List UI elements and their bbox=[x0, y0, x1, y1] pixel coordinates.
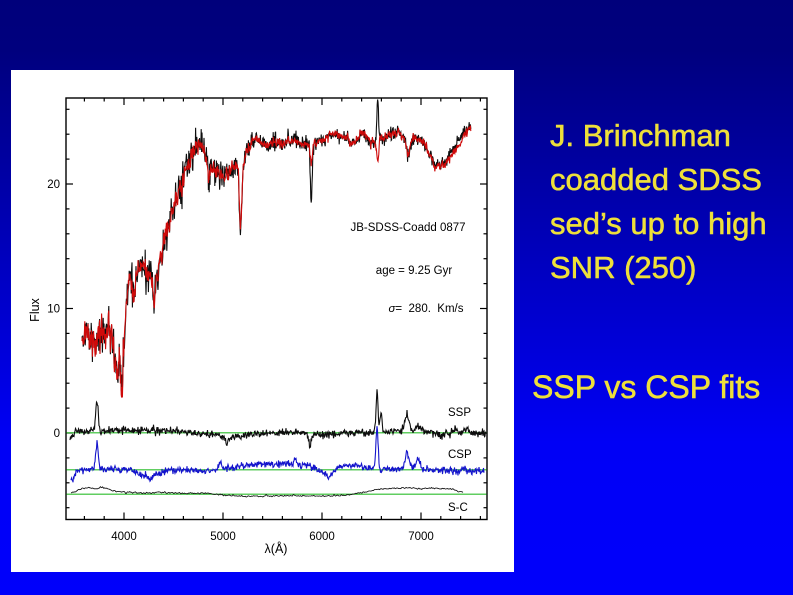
svg-text:10: 10 bbox=[47, 304, 60, 316]
svg-text:σ= 280. Km/s: σ= 280. Km/s bbox=[388, 303, 463, 315]
svg-text:age = 9.25 Gyr: age = 9.25 Gyr bbox=[376, 265, 453, 277]
svg-text:20: 20 bbox=[47, 179, 60, 191]
svg-text:0: 0 bbox=[54, 428, 60, 440]
svg-text:JB-SDSS-Coadd 0877: JB-SDSS-Coadd 0877 bbox=[350, 222, 465, 234]
svg-text:4000: 4000 bbox=[111, 531, 137, 543]
svg-text:Flux: Flux bbox=[28, 297, 42, 321]
svg-text:7000: 7000 bbox=[408, 531, 434, 543]
svg-text:6000: 6000 bbox=[309, 531, 335, 543]
svg-text:SSP: SSP bbox=[448, 407, 471, 419]
svg-text:5000: 5000 bbox=[210, 531, 236, 543]
svg-text:CSP: CSP bbox=[448, 449, 472, 461]
svg-text:S-C: S-C bbox=[448, 502, 468, 514]
svg-text:λ(Å): λ(Å) bbox=[265, 541, 288, 556]
